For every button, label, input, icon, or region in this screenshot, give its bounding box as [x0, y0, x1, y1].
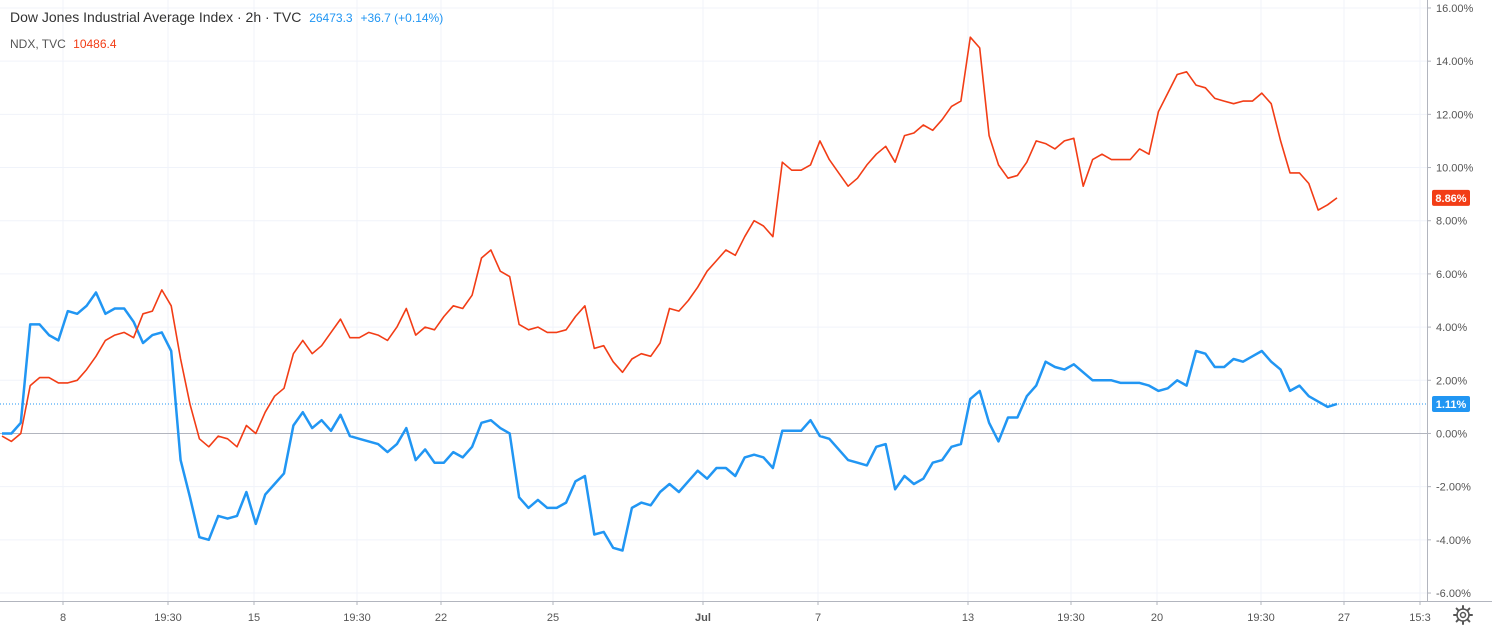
time-tick-label: 13 [962, 612, 974, 624]
price-tick-label: 16.00% [1436, 3, 1474, 15]
grid-lines [0, 0, 1427, 601]
time-tick-label: 8 [60, 612, 66, 624]
price-tick-label: -6.00% [1436, 588, 1471, 600]
price-tick-label: 12.00% [1436, 109, 1474, 121]
last-value-labels: 1.11% 8.86% [1432, 189, 1470, 412]
last-value-text: 8.86% [1435, 193, 1466, 205]
time-tick-label: 20 [1151, 612, 1163, 624]
price-tick-label: 8.00% [1436, 216, 1467, 228]
time-tick-label: Jul [695, 612, 711, 624]
price-tick-label: 10.00% [1436, 163, 1474, 175]
time-tick-label: 25 [547, 612, 559, 624]
price-tick-label: 6.00% [1436, 269, 1467, 281]
dji-series-line [2, 291, 1338, 552]
ndx-series-line [1, 36, 1338, 448]
main-series-legend[interactable]: Dow Jones Industrial Average Index · 2h … [10, 9, 447, 25]
time-tick-label: 19:30 [343, 612, 371, 624]
price-axis[interactable]: 16.00% 14.00% 12.00% 10.00% 8.00% 6.00% 4.00% 2… [1427, 3, 1474, 600]
main-series-title: Dow Jones Industrial Average Index · 2h … [10, 9, 302, 25]
time-tick-label: 19:30 [154, 612, 182, 624]
price-tick-label: -4.00% [1436, 535, 1471, 547]
time-tick-label: 15:3 [1409, 612, 1430, 624]
price-tick-label: 4.00% [1436, 322, 1467, 334]
price-tick-label: 0.00% [1436, 428, 1467, 440]
time-tick-label: 19:30 [1057, 612, 1085, 624]
time-tick-label: 7 [815, 612, 821, 624]
compare-series-price: 10486.4 [73, 37, 117, 51]
price-tick-label: -2.00% [1436, 482, 1471, 494]
time-axis[interactable]: 8 19:30 15 19:30 22 25 Jul 7 13 19:30 20 19:30 27 15:… [60, 601, 1431, 624]
last-value-badge [1432, 189, 1470, 206]
gear-icon[interactable] [1452, 604, 1474, 626]
time-tick-label: 15 [248, 612, 260, 624]
time-tick-label: 19:30 [1247, 612, 1275, 624]
price-tick-label: 14.00% [1436, 56, 1474, 68]
main-series-change: +36.7 (+0.14%) [360, 11, 444, 25]
price-tick-label: 2.00% [1436, 375, 1467, 387]
main-series-price: 26473.3 [309, 11, 353, 25]
last-value-text: 1.11% [1436, 399, 1467, 411]
compare-series-title: NDX, TVC [10, 37, 66, 51]
time-tick-label: 27 [1338, 612, 1350, 624]
last-value-badge [1432, 395, 1470, 412]
series-lines [1, 36, 1338, 552]
compare-series-legend[interactable]: NDX, TVC 10486.4 [10, 37, 121, 51]
time-tick-label: 22 [435, 612, 447, 624]
